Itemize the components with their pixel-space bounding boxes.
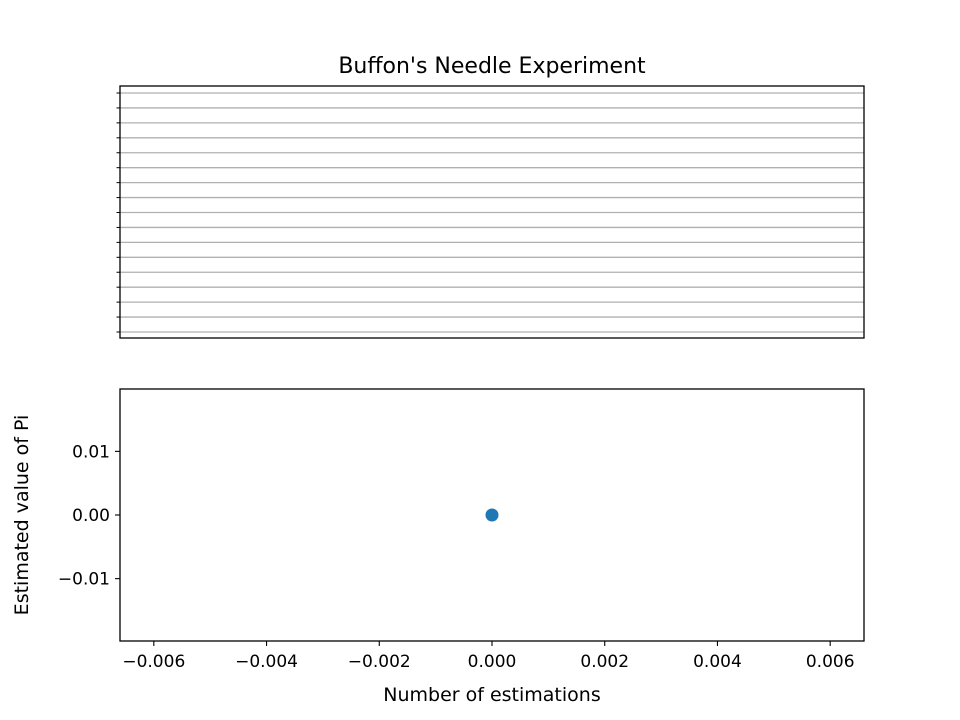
x-tick-label: −0.004 <box>235 652 298 672</box>
y-tick-label: 0.01 <box>72 442 110 462</box>
x-tick-label: −0.002 <box>348 652 411 672</box>
x-tick-label: 0.000 <box>468 652 517 672</box>
needle-panel-title: Buffon's Needle Experiment <box>338 54 646 79</box>
x-tick-label: 0.006 <box>806 652 855 672</box>
x-axis-ticks: −0.006 −0.004 −0.002 0.000 0.002 0.004 0.006 <box>122 641 855 672</box>
y-axis-ticks: −0.01 0.00 0.01 <box>58 442 120 590</box>
x-axis-label: Number of estimations <box>383 684 600 706</box>
x-tick-label: 0.002 <box>580 652 629 672</box>
estimate-point <box>485 508 499 522</box>
y-tick-label: 0.00 <box>72 506 110 526</box>
x-tick-label: −0.006 <box>122 652 185 672</box>
y-tick-label: −0.01 <box>58 570 110 590</box>
needle-panel-frame <box>119 85 865 339</box>
y-axis-label: Estimated value of Pi <box>11 415 33 616</box>
estimate-panel: −0.006 −0.004 −0.002 0.000 0.002 0.004 0.006 −… <box>11 388 865 706</box>
estimate-points <box>485 508 499 522</box>
needle-lines <box>120 92 864 333</box>
needle-panel: Buffon's Needle Experiment <box>116 54 865 339</box>
x-tick-label: 0.004 <box>693 652 742 672</box>
